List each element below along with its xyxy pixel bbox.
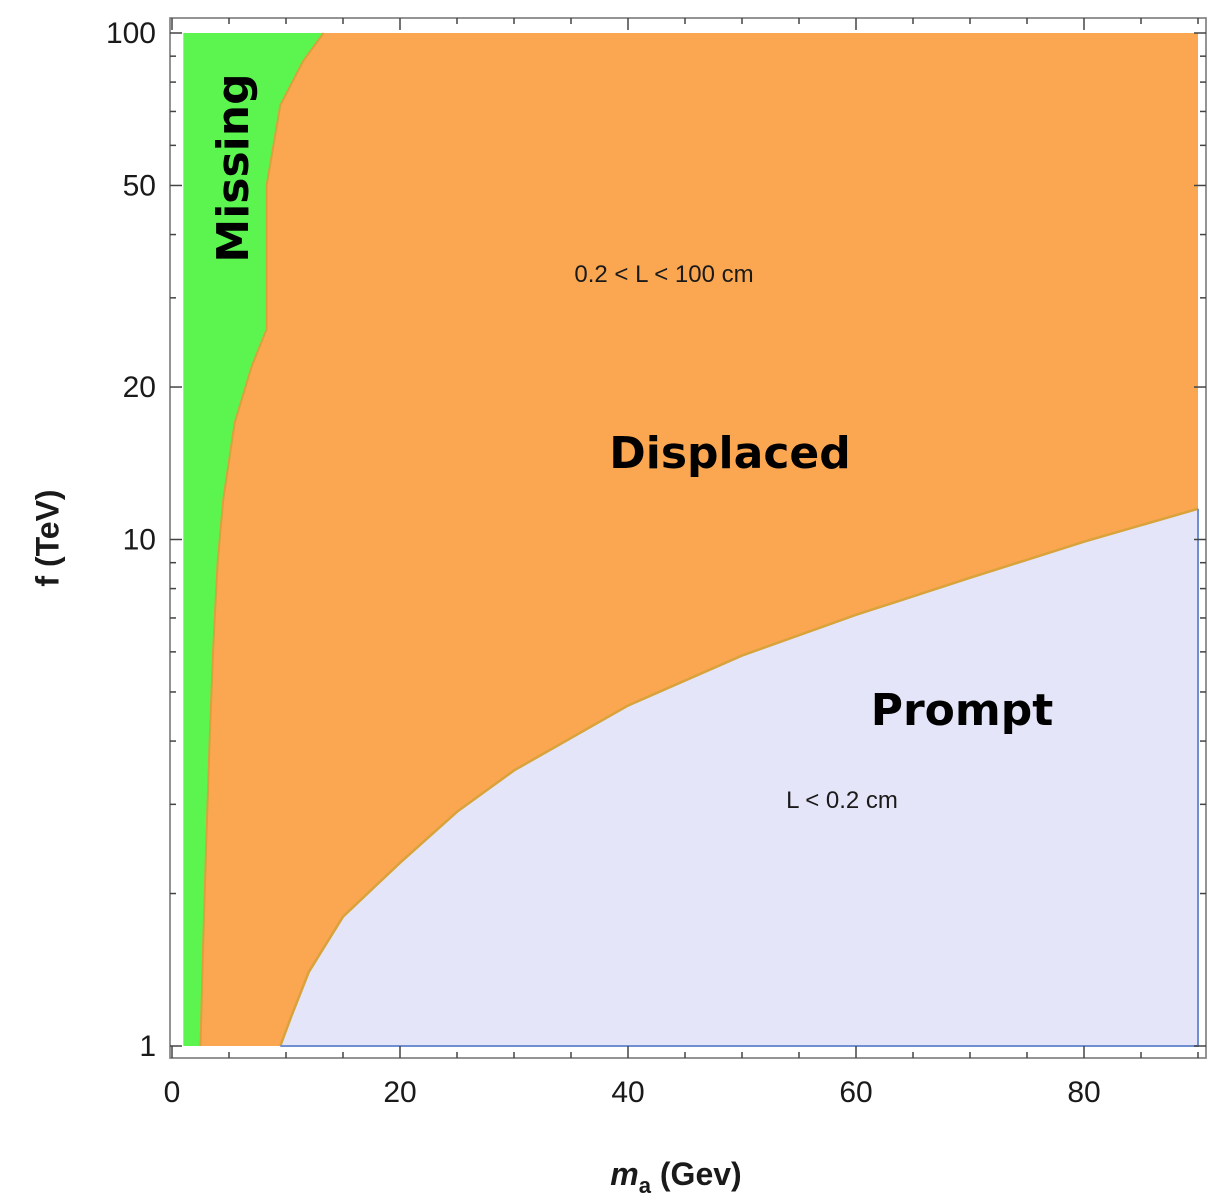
region-label-prompt: Prompt xyxy=(871,685,1054,736)
prompt-boundary-line xyxy=(279,507,1199,1047)
region-missing xyxy=(183,33,324,1046)
x-tick-label: 80 xyxy=(1067,1076,1100,1109)
y-tick-label: 1 xyxy=(139,1030,156,1063)
y-tick-label: 10 xyxy=(123,524,156,557)
x-axis-label-subscript: a xyxy=(639,1173,652,1198)
missing-boundary-line xyxy=(199,32,325,1047)
region-label-displaced: Displaced xyxy=(609,428,850,479)
region-note-prompt: L < 0.2 cm xyxy=(786,787,898,814)
x-tick-label: 0 xyxy=(164,1076,181,1109)
plot-frame xyxy=(169,17,1207,1059)
region-prompt xyxy=(280,508,1198,1046)
x-axis-label-symbol: m xyxy=(610,1156,638,1192)
x-axis-label: ma (Gev) xyxy=(610,1156,741,1198)
y-tick-label: 100 xyxy=(106,17,156,50)
y-tick-label: 20 xyxy=(123,371,156,404)
frame-border xyxy=(169,17,1207,1059)
x-tick-label: 40 xyxy=(611,1076,644,1109)
y-tick-label: 50 xyxy=(123,169,156,202)
region-label-missing: Missing xyxy=(208,73,259,262)
axis-ticks: 0 20 40 60 80 1 10 20 50 100 xyxy=(106,17,1206,1109)
x-tick-label: 20 xyxy=(383,1076,416,1109)
x-axis-label-unit: (Gev) xyxy=(651,1156,742,1192)
region-note-displaced: 0.2 < L < 100 cm xyxy=(574,261,753,288)
region-fills xyxy=(183,32,1199,1047)
x-tick-label: 60 xyxy=(839,1076,872,1109)
y-axis-label: f (TeV) xyxy=(29,489,65,586)
